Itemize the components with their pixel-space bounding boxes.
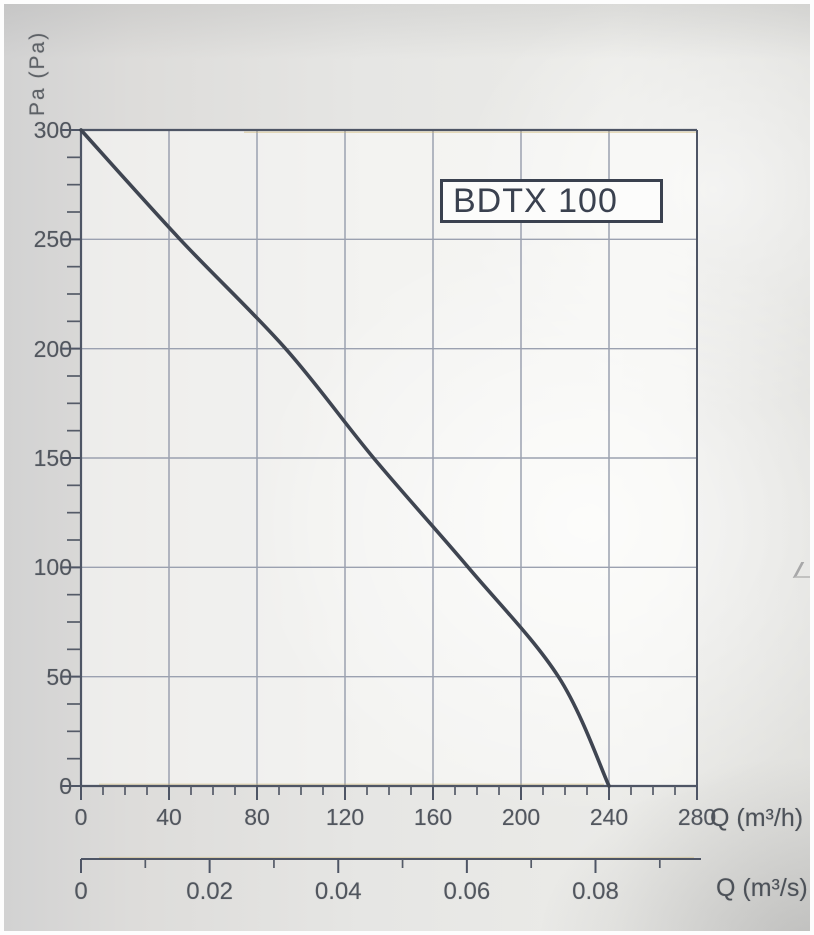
secondary-tick-label: 0 — [74, 878, 88, 905]
x-tick-label: 160 — [413, 804, 453, 830]
performance-curve — [79, 128, 611, 788]
secondary-tick-label: 0.06 — [443, 878, 491, 905]
x-axis-unit-label: Q (m³/h) — [710, 804, 804, 832]
y-axis-label: Pa (Pa) — [26, 30, 49, 116]
model-label-box: BDTX 100 — [440, 179, 663, 223]
x-tick-label: 200 — [501, 804, 541, 830]
x-tick-label: 120 — [325, 804, 365, 830]
y-tick-label: 100 — [33, 554, 72, 581]
y-tick-label: 300 — [33, 117, 72, 143]
fan-curve-chart — [61, 128, 701, 873]
y-tick-label: 50 — [46, 663, 72, 690]
secondary-tick-label: 0.08 — [572, 878, 619, 905]
y-tick-label: 200 — [33, 335, 72, 362]
y-tick-label: 150 — [33, 445, 72, 471]
x-tick-label: 80 — [244, 804, 270, 830]
x-tick-label: 280 — [677, 804, 717, 830]
y-tick-label: 0 — [59, 773, 72, 799]
x-tick-label: 0 — [74, 804, 88, 830]
secondary-tick-label: 0.02 — [186, 878, 233, 905]
x-tick-label: 40 — [156, 804, 182, 830]
secondary-tick-label: 0.04 — [314, 878, 362, 905]
y-tick-label: 250 — [33, 226, 72, 253]
x-tick-label: 240 — [589, 804, 629, 830]
secondary-axis-unit-label: Q (m³/s) — [716, 874, 808, 902]
